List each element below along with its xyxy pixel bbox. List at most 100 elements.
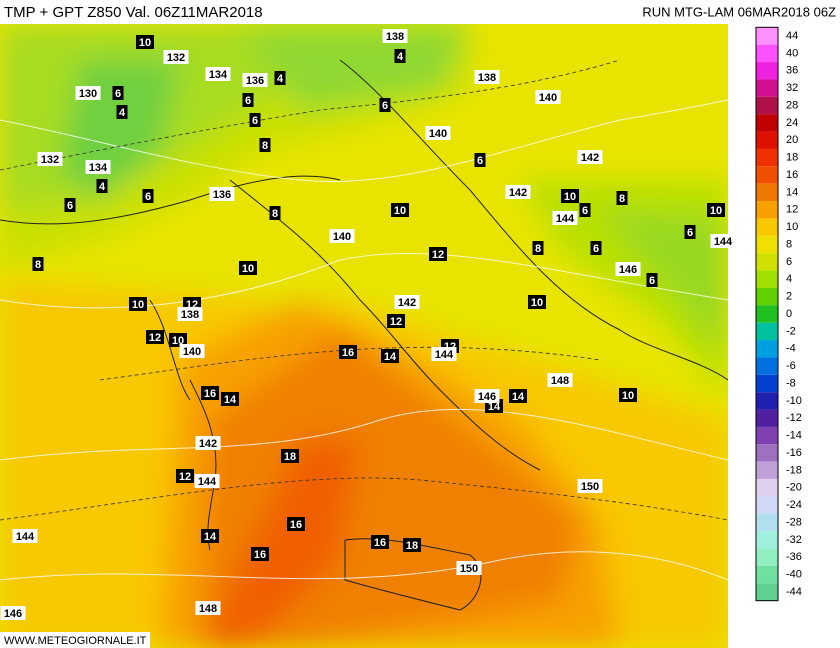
- isotherm-label: 18: [284, 451, 296, 463]
- colorbar-swatch: [756, 426, 778, 445]
- height-label: 138: [478, 72, 496, 84]
- isotherm-label-box: [274, 71, 286, 85]
- isotherm-label-box: [269, 206, 281, 220]
- colorbar-swatch: [756, 496, 778, 514]
- colorbar-swatch: [756, 409, 778, 427]
- colorbar-frame: [755, 26, 779, 602]
- isotherm-label-box: [561, 189, 579, 203]
- isotherm-label: 4: [99, 181, 106, 193]
- colorbar-label: -20: [786, 482, 802, 494]
- colorbar-label: -14: [786, 430, 802, 442]
- isotherm-label: 4: [119, 107, 126, 119]
- colorbar-swatch: [756, 166, 778, 184]
- height-label-box: [179, 344, 205, 358]
- height-label: 140: [333, 231, 351, 243]
- colorbar-label: 2: [786, 291, 792, 303]
- isotherm-label-box: [112, 86, 124, 100]
- colorbar-swatch: [756, 79, 778, 97]
- colorbar-label: 14: [786, 186, 798, 198]
- colorbar-label: 28: [786, 99, 798, 111]
- height-label-box: [163, 50, 189, 64]
- isotherm-label: 12: [149, 332, 161, 344]
- isotherm-label: 6: [252, 115, 258, 127]
- colorbar-swatch: [756, 218, 778, 236]
- height-label: 134: [89, 162, 108, 174]
- colorbar-label: -32: [786, 534, 802, 546]
- isotherm-label: 14: [224, 394, 237, 406]
- colorbar-label: 16: [786, 169, 798, 181]
- height-label: 140: [539, 92, 557, 104]
- colorbar-swatch: [756, 444, 778, 462]
- colorbar-swatch: [756, 114, 778, 132]
- isotherm-label-box: [429, 247, 447, 261]
- isotherm-label: 14: [204, 531, 217, 543]
- height-label-box: [535, 90, 561, 104]
- height-label: 150: [581, 481, 599, 493]
- colorbar: 44403632282420181614121086420-2-4-6-8-10…: [755, 26, 802, 602]
- isotherm-label-box: [590, 241, 602, 255]
- isotherm-label-box: [169, 333, 187, 347]
- height-label-box: [425, 126, 451, 140]
- colorbar-label: 36: [786, 65, 798, 77]
- isotherm-label: 10: [242, 263, 254, 275]
- height-label: 144: [435, 349, 454, 361]
- isotherm-label: 16: [374, 537, 386, 549]
- colorbar-swatch: [756, 305, 778, 323]
- colorbar-swatch: [756, 513, 778, 532]
- colorbar-swatch: [756, 357, 778, 375]
- height-label: 130: [79, 88, 97, 100]
- height-label: 146: [4, 608, 22, 620]
- isotherm-label: 10: [139, 37, 151, 49]
- isotherm-label: 6: [582, 205, 588, 217]
- colorbar-label: -36: [786, 551, 802, 563]
- isotherm-label: 14: [488, 401, 501, 413]
- height-label-box: [710, 234, 736, 248]
- map-title: TMP + GPT Z850 Val. 06Z11MAR2018: [4, 4, 263, 21]
- height-label: 140: [183, 346, 201, 358]
- isotherm-label: 16: [254, 549, 266, 561]
- isotherm-label: 10: [710, 205, 722, 217]
- height-label-box: [75, 86, 101, 100]
- height-label: 132: [167, 52, 185, 64]
- isotherm-label: 12: [432, 249, 444, 261]
- height-label: 142: [581, 152, 599, 164]
- height-label: 148: [199, 603, 217, 615]
- height-label-box: [577, 150, 603, 164]
- height-label-box: [552, 211, 578, 225]
- colorbar-swatch: [756, 531, 778, 549]
- isotherm-label: 14: [384, 351, 397, 363]
- isotherm-label-box: [251, 547, 269, 561]
- colorbar-label: -24: [786, 499, 802, 511]
- height-label-box: [85, 160, 111, 174]
- colorbar-label: -2: [786, 325, 796, 337]
- isotherm-label: 16: [290, 519, 302, 531]
- colorbar-label: 32: [786, 82, 798, 94]
- isotherm-label-box: [146, 330, 164, 344]
- isotherm-label-box: [136, 35, 154, 49]
- isotherm-label-box: [403, 538, 421, 552]
- isotherm-label-box: [474, 153, 486, 167]
- height-label-box: [431, 347, 457, 361]
- height-label: 142: [398, 297, 416, 309]
- colorbar-label: 18: [786, 152, 798, 164]
- colorbar-label: -4: [786, 343, 796, 355]
- isotherm-label-box: [509, 389, 527, 403]
- isotherm-label-box: [259, 138, 271, 152]
- isotherm-label: 6: [687, 227, 693, 239]
- colorbar-swatch: [756, 392, 778, 410]
- colorbar-swatch: [756, 583, 778, 601]
- height-label-box: [242, 73, 268, 87]
- height-label-box: [195, 601, 221, 615]
- isotherm-label-box: [394, 49, 406, 63]
- colorbar-swatch: [756, 565, 778, 584]
- colorbar-label: -16: [786, 447, 802, 459]
- isotherm-label: 4: [277, 73, 284, 85]
- isotherm-label-box: [646, 273, 658, 287]
- isotherm-label: 6: [382, 100, 388, 112]
- colorbar-label: 10: [786, 221, 798, 233]
- isotherm-label-box: [242, 93, 254, 107]
- map-field: [0, 24, 728, 648]
- height-label: 144: [16, 531, 35, 543]
- height-label: 146: [478, 391, 496, 403]
- height-label-box: [12, 529, 38, 543]
